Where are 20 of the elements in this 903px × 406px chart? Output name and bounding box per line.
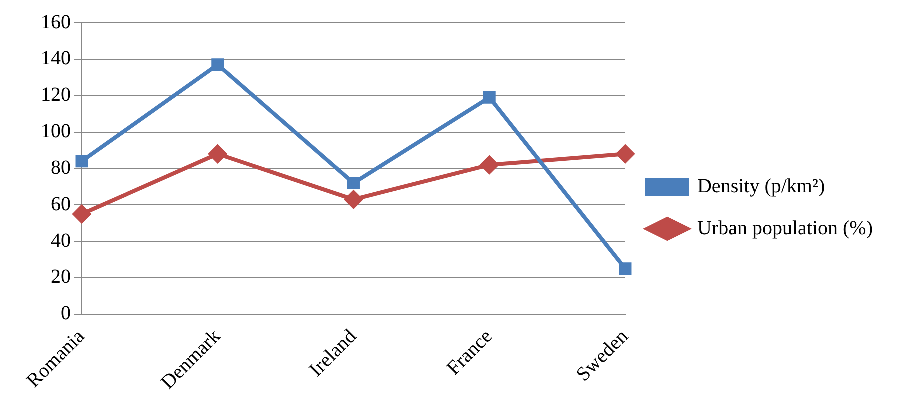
y-tick-label: 60 [51,193,71,216]
y-tick-label: 20 [51,266,71,288]
point [348,177,360,190]
point [212,58,224,72]
point [483,91,496,104]
y-tick-label: 40 [51,230,71,252]
legend-label: Density (p/km²) [697,175,826,198]
point [616,145,634,164]
point [344,190,363,209]
point [619,262,632,276]
y-tick-label: 80 [51,156,71,179]
point [208,145,227,164]
point [480,156,499,174]
y-tick-label: 100 [41,120,71,143]
y-tick-label: 120 [41,84,71,106]
y-tick-label: 140 [41,48,71,70]
y-tick-label: 160 [41,11,71,34]
legend-label: Urban population (%) [697,217,874,240]
point [73,205,91,224]
y-tick-label: 0 [61,302,71,325]
